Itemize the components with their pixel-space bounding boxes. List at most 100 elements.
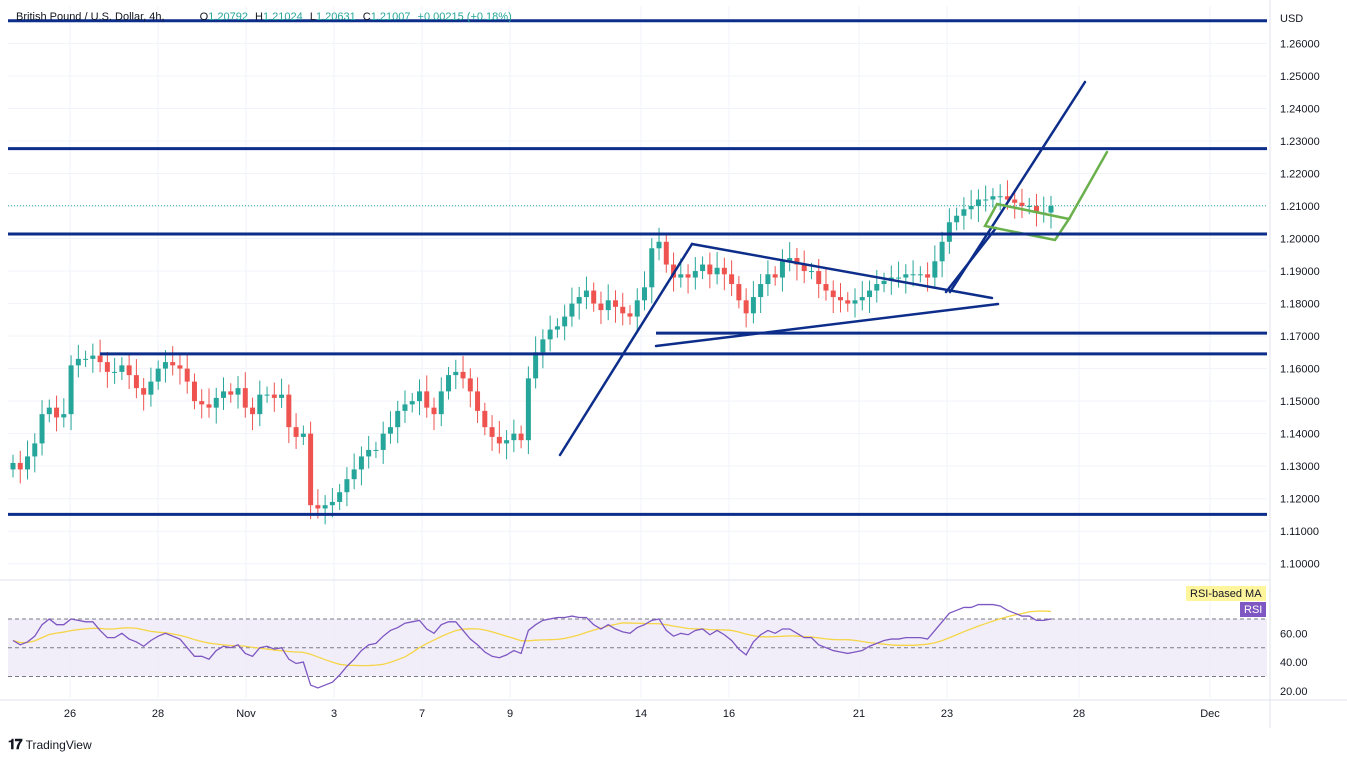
candle bbox=[685, 264, 691, 294]
candle-body bbox=[685, 274, 691, 278]
candle-body bbox=[990, 196, 996, 200]
time-tick-label: 23 bbox=[941, 708, 953, 720]
candle-body bbox=[97, 355, 103, 363]
candle bbox=[235, 376, 241, 409]
candle-body bbox=[424, 391, 430, 408]
candle bbox=[533, 336, 539, 389]
candle bbox=[504, 430, 510, 460]
candle bbox=[794, 247, 800, 281]
price-tick-label: 1.21000 bbox=[1280, 201, 1320, 213]
candle bbox=[852, 288, 858, 318]
rsi-band bbox=[8, 618, 1267, 677]
candle-body bbox=[1048, 206, 1054, 213]
candle bbox=[32, 433, 38, 473]
tradingview-footer[interactable]: 𝟏𝟕 TradingView bbox=[8, 736, 92, 753]
candle bbox=[700, 256, 706, 280]
legend-close-key: C bbox=[362, 11, 371, 23]
candle-body bbox=[772, 274, 778, 278]
candle bbox=[68, 355, 74, 431]
candle-body bbox=[692, 271, 698, 278]
candle bbox=[772, 266, 778, 286]
candle-body bbox=[337, 492, 343, 502]
candle-body bbox=[707, 264, 713, 275]
time-tick-label: 7 bbox=[419, 708, 425, 720]
candle-body bbox=[867, 290, 873, 298]
candle bbox=[83, 350, 89, 367]
rsi-tag: RSI bbox=[1244, 604, 1262, 616]
candle bbox=[366, 435, 372, 469]
candle bbox=[293, 413, 299, 449]
time-axis[interactable]: 26 28 Nov 3 7 9 14 16 21 23 28 Dec bbox=[0, 699, 1347, 720]
candle bbox=[874, 270, 880, 303]
candle bbox=[329, 487, 335, 518]
candle-body bbox=[583, 290, 589, 298]
candle bbox=[663, 233, 669, 273]
time-tick-label: 3 bbox=[331, 708, 337, 720]
candle-body bbox=[736, 284, 742, 301]
rsi-ma-tag: RSI-based MA bbox=[1190, 588, 1262, 600]
candle bbox=[242, 372, 248, 418]
candle bbox=[816, 259, 822, 299]
candle bbox=[612, 290, 618, 323]
candle bbox=[569, 287, 575, 327]
candle bbox=[801, 250, 807, 284]
candle-body bbox=[184, 368, 190, 382]
candle-body bbox=[642, 287, 648, 301]
candle-body bbox=[141, 388, 147, 395]
legend-open-key: O bbox=[199, 11, 209, 23]
candle bbox=[917, 266, 923, 283]
candle-body bbox=[620, 306, 626, 314]
price-axis[interactable]: USD 1.10000 1.11000 1.12000 1.13000 1.14000 1.… bbox=[1269, 0, 1347, 728]
candle-body bbox=[250, 407, 256, 415]
candle bbox=[779, 249, 785, 292]
candle bbox=[554, 318, 560, 338]
price-tick-label: 1.13000 bbox=[1280, 461, 1320, 473]
candle-body bbox=[475, 391, 481, 411]
candle bbox=[845, 292, 851, 312]
candle bbox=[692, 257, 698, 290]
candle-body bbox=[387, 427, 393, 434]
candle-body bbox=[801, 264, 807, 272]
legend-open-value: 1.20792 bbox=[208, 11, 248, 23]
candle bbox=[896, 261, 902, 288]
candle-body bbox=[104, 362, 110, 372]
candle bbox=[975, 189, 981, 222]
candle-body bbox=[191, 381, 197, 402]
price-tick-label: 1.20000 bbox=[1280, 234, 1320, 246]
candle bbox=[750, 281, 756, 324]
candle-body bbox=[264, 394, 270, 396]
candle-body bbox=[852, 300, 858, 304]
symbol-title: British Pound / U.S. Dollar, 4h, bbox=[16, 11, 165, 23]
candle bbox=[467, 368, 473, 408]
price-tick-label: 1.16000 bbox=[1280, 364, 1320, 376]
candle-body bbox=[351, 469, 357, 480]
candle bbox=[322, 495, 328, 525]
candle bbox=[460, 355, 466, 389]
candle-body bbox=[881, 280, 887, 285]
price-axis-bg bbox=[1270, 0, 1347, 700]
candle bbox=[75, 344, 81, 378]
candle bbox=[1048, 195, 1054, 229]
candle-body bbox=[518, 433, 524, 441]
candle bbox=[61, 398, 67, 428]
candle bbox=[830, 280, 836, 314]
candle-body bbox=[816, 271, 822, 285]
candle bbox=[358, 446, 364, 486]
candle-body bbox=[199, 401, 205, 405]
candle-body bbox=[46, 407, 52, 415]
candle bbox=[903, 264, 909, 294]
candle bbox=[184, 354, 190, 394]
candle-body bbox=[983, 199, 989, 201]
candle-body bbox=[54, 407, 60, 418]
flag-projection-line bbox=[1067, 150, 1109, 221]
candle-body bbox=[279, 394, 285, 398]
candle-body bbox=[562, 316, 568, 327]
candle-body bbox=[511, 433, 517, 441]
candle bbox=[496, 420, 502, 454]
candle bbox=[351, 453, 357, 490]
candle bbox=[97, 339, 103, 373]
time-tick-label: 16 bbox=[723, 708, 735, 720]
rsi-tick-label: 60.00 bbox=[1280, 628, 1308, 640]
candle-body bbox=[1012, 199, 1018, 203]
